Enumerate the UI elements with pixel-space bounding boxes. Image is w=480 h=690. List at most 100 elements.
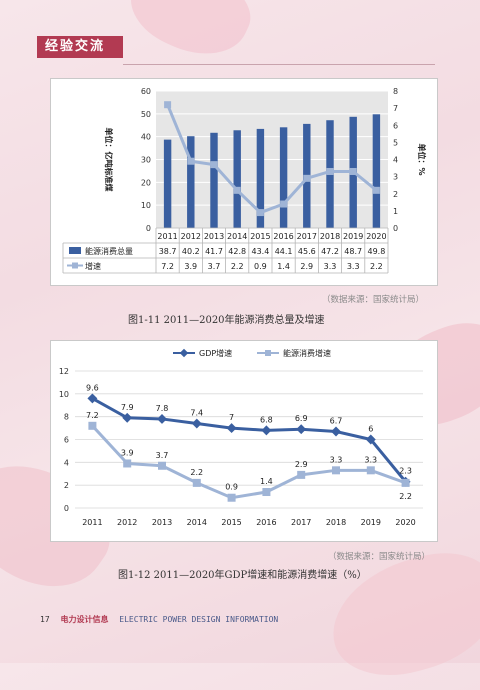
data-label: 6.9	[295, 414, 308, 423]
data-label: 7.9	[121, 403, 134, 412]
y-right-tick-label: 8	[393, 87, 398, 96]
y-left-tick-label: 60	[141, 87, 151, 96]
x-tick-label: 2019	[361, 518, 381, 527]
petal-decoration	[118, 0, 262, 72]
data-label: 9.6	[86, 383, 99, 392]
bar	[256, 128, 265, 228]
x-tick-label: 2015	[250, 232, 270, 241]
page-number: 17	[40, 615, 50, 624]
line-point	[372, 186, 380, 194]
y-left-tick-label: 10	[141, 201, 151, 210]
page-footer: 17 电力设计信息 ELECTRIC POWER DESIGN INFORMAT…	[40, 614, 278, 625]
bar	[372, 114, 381, 228]
legend-label: GDP增速	[199, 348, 232, 358]
y-right-tick-label: 5	[393, 138, 398, 147]
line-point	[187, 157, 195, 165]
data-label: 6	[368, 425, 373, 434]
table-value-total: 48.7	[344, 247, 362, 256]
y-right-tick-label: 0	[393, 224, 398, 233]
data-label: 3.3	[330, 455, 343, 464]
table-value-total: 47.2	[321, 247, 339, 256]
line-point	[164, 101, 172, 109]
chart1-panel: 0 10 20 30 40 50 60 0 1 2 3 4 5 6 7 8 单位：亿吨标准煤 单位：% 2011 38…	[50, 78, 438, 286]
table-value-total: 40.2	[182, 247, 200, 256]
y-left-tick-label: 0	[146, 224, 151, 233]
x-tick-label: 2011	[82, 518, 102, 527]
line-point	[332, 466, 340, 475]
y-right-tick-label: 1	[393, 207, 398, 216]
line-point	[157, 414, 167, 424]
legend-label-growth: 增速	[85, 261, 101, 271]
x-tick-label: 2011	[157, 232, 177, 241]
legend-swatch-marker	[72, 262, 78, 269]
table-value-growth: 0.9	[254, 262, 267, 271]
chart1-caption: 图1-11 2011—2020年能源消费总量及增速	[128, 315, 325, 326]
bar	[187, 136, 195, 228]
line-point	[349, 167, 357, 175]
x-tick-label: 2017	[291, 518, 311, 527]
y-left-axis-label: 单位：亿吨标准煤	[104, 128, 114, 192]
x-tick-label: 2014	[227, 232, 247, 241]
line-point	[210, 161, 218, 169]
line-point	[280, 200, 288, 208]
y-right-tick-label: 3	[393, 173, 398, 182]
chart2-panel: 0 2 4 6 8 10 12 2011 2012 2013 2014 2015 2016 2017 201…	[50, 340, 438, 542]
data-label: 7.8	[156, 404, 169, 413]
energy-growth-line	[91, 424, 407, 500]
line-point	[122, 412, 133, 423]
petal-decoration	[318, 539, 480, 690]
y-right-tick-label: 7	[393, 104, 398, 113]
y-tick-label: 0	[64, 504, 69, 513]
x-tick-label: 2020	[395, 518, 415, 527]
line-point	[303, 174, 311, 182]
x-tick-label: 2016	[273, 232, 293, 241]
line-point	[262, 488, 271, 497]
x-tick-label: 2013	[204, 232, 224, 241]
x-tick-label: 2016	[256, 518, 276, 527]
x-tick-label: 2012	[117, 518, 137, 527]
line-point	[256, 209, 264, 217]
legend-label: 能源消费增速	[283, 348, 331, 358]
chart1-source: （数据来源：国家统计局）	[322, 295, 425, 305]
data-label: 3.9	[121, 448, 134, 457]
footer-brand: 电力设计信息	[60, 615, 109, 624]
data-label: 2.3	[399, 467, 412, 476]
line-point	[401, 478, 410, 487]
bar	[233, 130, 241, 228]
y-tick-label: 4	[64, 458, 69, 467]
line-point	[191, 418, 202, 429]
y-tick-label: 6	[64, 436, 69, 445]
y-tick-label: 8	[64, 413, 69, 422]
x-tick-label: 2014	[187, 518, 207, 527]
data-label: 7.2	[86, 411, 99, 420]
table-value-total: 41.7	[205, 247, 223, 256]
y-right-tick-label: 2	[393, 190, 398, 199]
line-point	[331, 426, 341, 437]
line-point	[297, 470, 306, 479]
bar	[163, 139, 172, 228]
legend-label-total: 能源消费总量	[85, 246, 133, 256]
table-value-total: 43.4	[251, 247, 269, 256]
table-value-total: 45.6	[298, 247, 316, 256]
y-right-axis-label: 单位：%	[417, 143, 427, 175]
data-label: 3.3	[364, 455, 377, 464]
x-tick-label: 2013	[152, 518, 172, 527]
table-value-growth: 2.9	[300, 262, 313, 271]
y-right-tick-label: 6	[393, 121, 398, 130]
x-tick-label: 2018	[326, 518, 346, 527]
line-point	[233, 186, 241, 194]
gdp-growth-line	[91, 397, 407, 483]
section-divider	[123, 64, 435, 65]
bar	[279, 127, 288, 228]
table-value-growth: 3.3	[347, 262, 360, 271]
y-left-tick-label: 40	[141, 133, 151, 142]
line-point	[261, 425, 272, 436]
table-value-growth: 3.7	[208, 262, 221, 271]
data-label: 2.2	[399, 492, 412, 501]
x-tick-label: 2015	[221, 518, 241, 527]
table-value-growth: 2.2	[231, 262, 244, 271]
section-tag: 经验交流	[37, 36, 123, 58]
line-point	[366, 466, 375, 475]
table-value-growth: 7.2	[161, 262, 174, 271]
line-point	[123, 459, 132, 468]
